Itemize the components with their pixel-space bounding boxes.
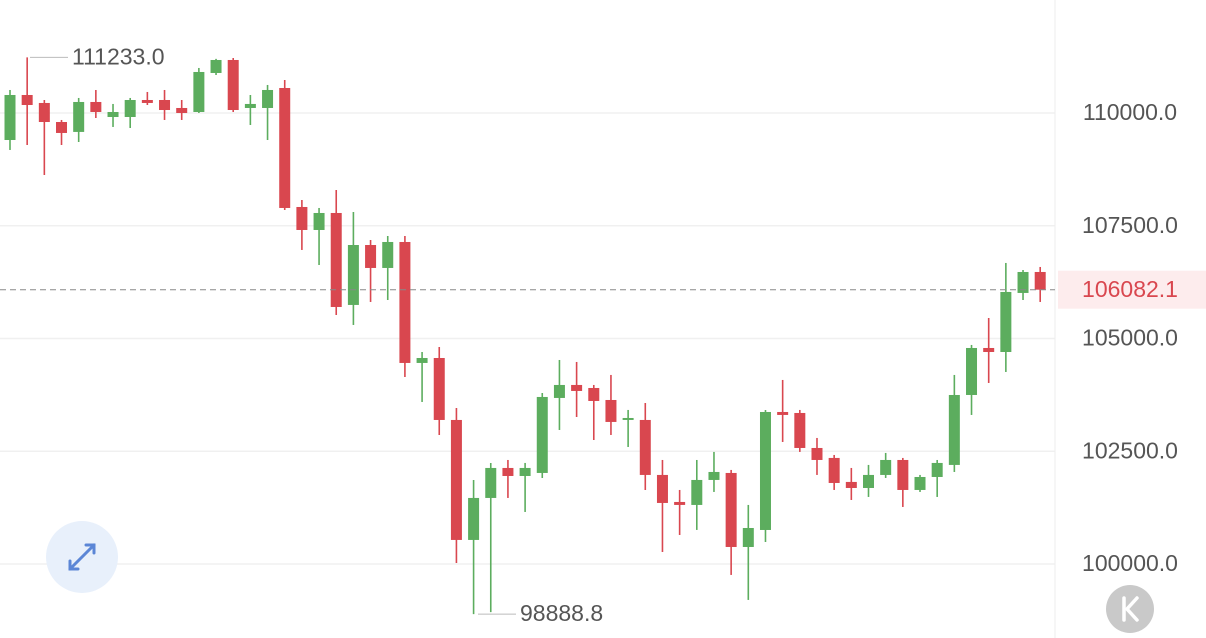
candle-body [777, 411, 789, 415]
candle-body [90, 101, 102, 112]
candle-body [38, 102, 50, 123]
collapse-button[interactable] [1106, 585, 1154, 633]
candle-body [468, 497, 480, 540]
candle-body [553, 384, 565, 398]
candle-body [571, 384, 583, 391]
candle-body [21, 94, 33, 106]
candle-body [193, 71, 205, 112]
candle-body [828, 457, 840, 483]
last-price-box [1058, 270, 1206, 309]
candle-body [159, 99, 171, 111]
candle-body [536, 396, 548, 473]
candle-body [725, 472, 737, 547]
candle-body [313, 212, 325, 230]
candle-body [863, 474, 874, 488]
candle-body [742, 527, 754, 547]
candle-body [124, 99, 136, 118]
candle-body [605, 399, 617, 422]
candle-body [502, 467, 514, 476]
min-label: 98888.8 [520, 600, 603, 626]
candle-body [4, 94, 16, 141]
candle-body [210, 59, 222, 73]
candle-body [656, 474, 668, 503]
candle-body [262, 89, 274, 108]
candle-body [450, 419, 462, 540]
candle-body [244, 103, 256, 108]
candle-body [639, 419, 651, 475]
candle-body [1000, 291, 1012, 352]
candle-body [296, 206, 308, 230]
candle-body [176, 107, 188, 113]
candle-body [674, 501, 686, 505]
candle-body [330, 212, 342, 307]
candle-body [485, 467, 497, 498]
candle-body [966, 347, 978, 395]
candle-body [983, 347, 995, 352]
candle-body [759, 411, 771, 530]
candle-body [365, 245, 377, 268]
candle-body [1017, 271, 1029, 293]
candle-body [794, 412, 806, 448]
candle-body [382, 241, 394, 268]
last-price-label: 106082.1 [1082, 276, 1178, 302]
y-tick-label: 110000.0 [1083, 99, 1177, 125]
candle-body [141, 99, 153, 103]
candle-body [73, 101, 85, 132]
candle-body [588, 387, 600, 401]
candle-body [1034, 271, 1046, 290]
candle-body [107, 111, 119, 118]
candle-body [948, 394, 960, 465]
candle-body [347, 245, 359, 305]
candle-body [708, 471, 720, 480]
candle-body [519, 467, 531, 476]
y-tick-label: 107500.0 [1082, 212, 1178, 238]
candle-body [227, 59, 239, 111]
y-tick-label: 105000.0 [1082, 325, 1178, 351]
candle-body [433, 357, 445, 420]
candle-body [416, 357, 428, 363]
candle-body [622, 417, 634, 420]
candle-body [691, 479, 703, 505]
candle-body [811, 447, 823, 460]
candle-body [279, 87, 291, 208]
candle-body [56, 122, 68, 133]
expand-button[interactable] [46, 521, 118, 593]
candle-body [914, 476, 926, 490]
candle-body [399, 241, 411, 363]
max-label: 111233.0 [72, 43, 165, 69]
y-tick-label: 100000.0 [1082, 550, 1178, 576]
candle-body [931, 462, 943, 477]
candle-body [880, 459, 892, 475]
candle-body [845, 481, 857, 488]
y-tick-label: 102500.0 [1082, 437, 1178, 463]
candle-body [897, 459, 909, 490]
